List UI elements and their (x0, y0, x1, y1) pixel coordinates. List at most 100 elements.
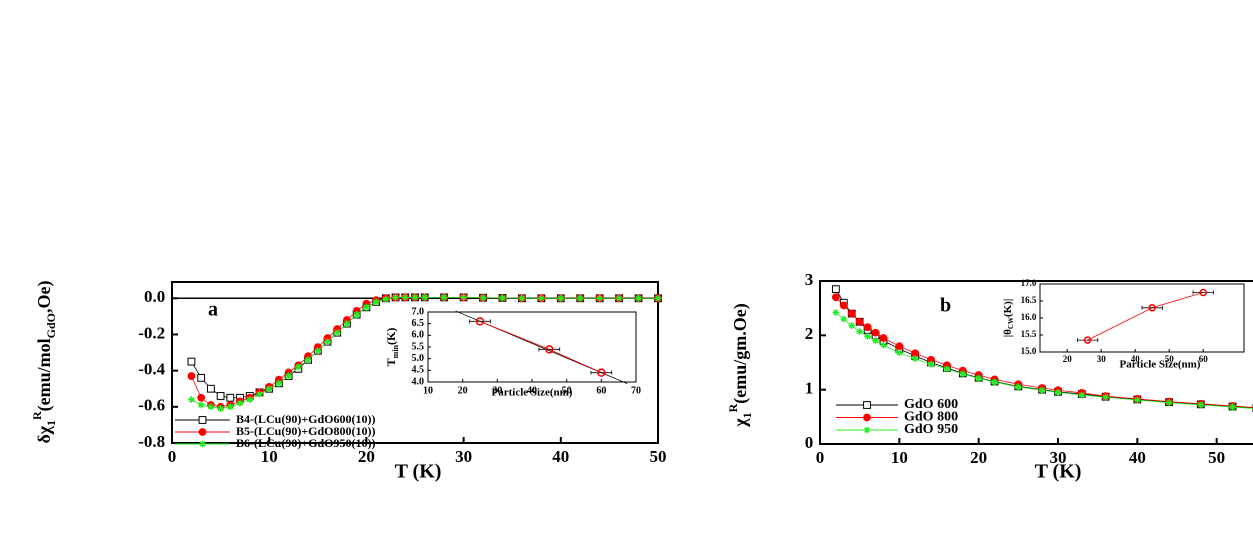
marker (654, 294, 662, 302)
marker (499, 294, 506, 302)
y-tick-label: 6.5 (412, 318, 425, 329)
y-tick-label: 16.0 (1021, 312, 1037, 322)
marker (576, 294, 584, 302)
y-tick-label: -0.2 (138, 323, 165, 342)
legend-label: B6-(LCu(90)+GdO950(10)) (236, 436, 376, 450)
marker (872, 337, 879, 345)
marker (392, 293, 399, 301)
legend-marker (199, 440, 206, 448)
marker (847, 309, 856, 318)
marker (831, 293, 840, 302)
marker (207, 403, 215, 411)
y-tick-label: 2 (805, 324, 814, 343)
marker (197, 393, 206, 402)
marker (226, 403, 234, 411)
y-label-sup: R (30, 411, 44, 420)
x-tick-label: 10 (423, 385, 433, 396)
marker (246, 396, 254, 403)
inset-y-label: Tmin(K) (384, 328, 400, 367)
marker (855, 317, 864, 326)
marker (839, 301, 848, 310)
marker (856, 328, 864, 335)
legend-marker (198, 428, 207, 436)
marker (1199, 288, 1207, 297)
marker (911, 355, 919, 363)
marker (187, 357, 196, 366)
marker (411, 293, 419, 301)
marker (596, 294, 604, 302)
x-tick-label: 50 (1208, 448, 1225, 467)
marker (1229, 403, 1236, 411)
y-tick-label: 15.0 (1021, 346, 1037, 356)
marker (460, 293, 467, 301)
x-tick-label: 40 (552, 447, 569, 466)
marker (597, 368, 606, 377)
y-axis-label: δχ1R(emu/molGdO,Oe) (30, 281, 58, 444)
marker (557, 294, 565, 302)
marker (401, 293, 409, 301)
inset-y-label-sub: min (391, 344, 400, 358)
marker (217, 405, 224, 413)
y-tick-label: 1 (805, 379, 814, 398)
y-label-sub: 1 (44, 420, 58, 426)
marker (1078, 391, 1086, 399)
y-tick-label: 6.0 (412, 330, 425, 341)
marker (1083, 336, 1092, 344)
y-label-part: ,Oe) (34, 281, 55, 313)
x-tick-label: 10 (261, 447, 278, 466)
x-tick-label: 10 (891, 448, 908, 467)
marker (864, 333, 871, 340)
inset-y-label-sub: CW (1007, 317, 1015, 329)
y-tick-label: 4.5 (412, 365, 425, 376)
marker (863, 323, 872, 332)
inset-y-label-part: (K)| (1002, 299, 1014, 317)
x-tick-label: 0 (816, 448, 825, 467)
marker (275, 379, 283, 387)
y-tick-label: 4.0 (412, 376, 425, 387)
legend-marker (198, 416, 207, 424)
y-tick-label: -0.6 (138, 396, 165, 415)
inset-y-label-part: T (384, 358, 398, 366)
y-tick-label: 16.5 (1021, 295, 1037, 305)
marker (832, 309, 840, 316)
y-axis-label: χ1R(emu/gm.Oe) (726, 303, 754, 427)
marker (615, 294, 623, 302)
marker (333, 329, 341, 337)
inset-y-label: |θCW(K)| (1002, 299, 1015, 338)
marker (197, 401, 205, 409)
panel-label: a (208, 299, 218, 321)
marker (871, 328, 880, 337)
marker (880, 341, 887, 349)
x-tick-label: 20 (358, 447, 375, 466)
y-tick-label: -0.8 (138, 432, 165, 451)
inset-y-label-part: (K) (384, 328, 398, 345)
marker (991, 378, 998, 386)
marker (1038, 386, 1046, 394)
x-tick-label: 30 (1097, 354, 1107, 364)
marker (1054, 388, 1062, 396)
legend-label: GdO 950 (904, 422, 958, 437)
marker (256, 390, 263, 398)
y-label-sub: 1 (740, 412, 754, 418)
legend-label: B5-(LCu(90)+GdO800(10)) (236, 424, 376, 438)
marker (353, 311, 361, 318)
y-tick-label: 3 (805, 270, 814, 289)
x-tick-label: 40 (1131, 354, 1141, 364)
marker (324, 338, 331, 346)
marker (1133, 396, 1141, 404)
x-tick-label: 30 (492, 385, 502, 396)
marker (475, 317, 485, 326)
marker (545, 345, 554, 354)
y-label-part: δχ (34, 425, 54, 443)
marker (226, 393, 235, 402)
marker (440, 293, 448, 301)
plot-frame (171, 281, 659, 444)
y-tick-label: 0 (805, 433, 814, 452)
x-tick-label: 0 (168, 447, 177, 466)
marker (1148, 304, 1156, 312)
marker (848, 322, 856, 329)
y-tick-label: 17.0 (1021, 278, 1037, 288)
series-line (1087, 292, 1204, 341)
marker (840, 315, 848, 323)
legend-marker (863, 413, 871, 422)
